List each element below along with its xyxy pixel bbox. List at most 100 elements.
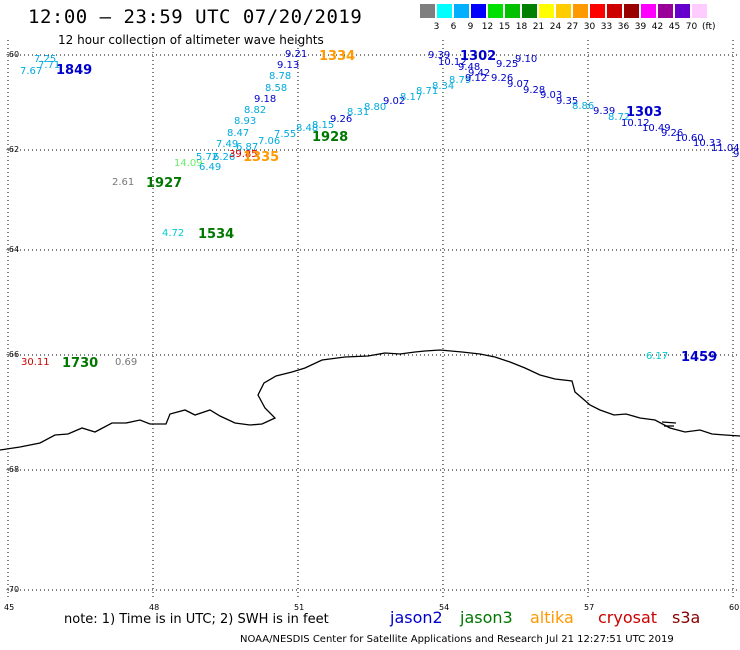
wave-height-value: 5.72 — [196, 152, 219, 163]
scale-label: 6 — [450, 22, 457, 32]
satellite-legend-altika: altika — [530, 608, 574, 627]
wave-height-value: 7.25 — [34, 54, 57, 65]
wave-height-value: 8.72 — [608, 112, 631, 123]
wave-height-value: 8.79 — [449, 75, 472, 86]
footer-note: note: 1) Time is in UTC; 2) SWH is in fe… — [64, 612, 329, 627]
wave-height-value: 8.17 — [400, 92, 423, 103]
wave-height-value: 8.71 — [416, 86, 439, 97]
wave-height-value: 9.26 — [661, 128, 684, 139]
scale-label: 30 — [583, 22, 596, 32]
scale-swatch — [573, 4, 588, 18]
wave-height-value: 0.69 — [115, 357, 138, 368]
latitude-label: -70 — [6, 585, 20, 594]
scale-label: 70 — [685, 22, 698, 32]
wave-height-value: 39.85 — [229, 149, 258, 160]
scale-label: 12 — [481, 22, 494, 32]
pass-time-label: 1927 — [146, 176, 183, 191]
scale-label: 24 — [549, 22, 562, 32]
wave-height-value: 7.71 — [38, 60, 61, 71]
footer-credit: NOAA/NESDIS Center for Satellite Applica… — [240, 634, 674, 645]
scale-swatch — [539, 4, 554, 18]
pass-time-label: 1849 — [56, 63, 93, 78]
pass-time-label: 1334 — [319, 49, 356, 64]
wave-height-value: 9.39 — [593, 106, 616, 117]
satellite-legend-cryosat: cryosat — [598, 608, 658, 627]
wave-height-value: 7.06 — [258, 136, 281, 147]
wave-height-value: 10.33 — [693, 138, 722, 149]
scale-swatch — [692, 4, 707, 18]
wave-height-value: 6.49 — [199, 162, 222, 173]
satellite-legend-jason3: jason3 — [460, 608, 513, 627]
wave-height-value: 9 — [733, 149, 740, 160]
pass-time-label: 1730 — [62, 356, 99, 371]
wave-height-value: 9.07 — [507, 79, 530, 90]
wave-height-value: 9.48 — [458, 62, 481, 73]
wave-height-value: 8.86 — [572, 101, 595, 112]
wave-height-value: 9.25 — [496, 59, 519, 70]
wave-height-value: 8.34 — [432, 81, 455, 92]
wave-height-value: 8.93 — [234, 116, 257, 127]
wave-height-value: 9.39 — [428, 50, 451, 61]
longitude-label: 60 — [729, 603, 740, 612]
scale-label: 39 — [634, 22, 647, 32]
wave-height-value: 8.47 — [227, 128, 250, 139]
wave-height-value: 10.49 — [642, 123, 671, 134]
wave-height-value: 10.12 — [621, 118, 650, 129]
wave-height-value: 10.12 — [438, 57, 467, 68]
scale-swatch — [675, 4, 690, 18]
scale-label: 27 — [566, 22, 579, 32]
pass-time-label: 1534 — [198, 227, 235, 242]
scale-label: 21 — [532, 22, 545, 32]
wave-height-value: 9.02 — [383, 96, 406, 107]
scale-swatch — [641, 4, 656, 18]
latitude-label: -64 — [6, 245, 20, 254]
wave-height-value: 8.82 — [244, 105, 267, 116]
scale-swatch — [624, 4, 639, 18]
scale-swatch — [505, 4, 520, 18]
pass-time-label: 1303 — [626, 105, 663, 120]
wave-height-value: 9.18 — [254, 94, 277, 105]
page-subtitle: 12 hour collection of altimeter wave hei… — [58, 33, 324, 47]
scale-label: 3 — [433, 22, 440, 32]
latitude-label: -66 — [6, 350, 20, 359]
wave-height-value: 2.61 — [112, 177, 135, 188]
scale-swatch — [556, 4, 571, 18]
scale-label: 33 — [600, 22, 613, 32]
scale-swatch — [471, 4, 486, 18]
scale-swatch — [607, 4, 622, 18]
scale-label: 9 — [467, 22, 474, 32]
pass-time-label: 1302 — [460, 49, 497, 64]
scale-swatch — [488, 4, 503, 18]
scale-label: 36 — [617, 22, 630, 32]
wave-height-value: 14.09 — [174, 158, 203, 169]
wave-height-value: 9.42 — [468, 68, 491, 79]
longitude-label: 51 — [294, 603, 305, 612]
pass-time-label: 1928 — [312, 130, 349, 145]
wave-height-value: 4.72 — [162, 228, 185, 239]
scale-label: 18 — [515, 22, 528, 32]
wave-height-value: 9.28 — [523, 85, 546, 96]
wave-height-value: 7.49 — [216, 139, 239, 150]
wave-height-value: 30.11 — [21, 357, 50, 368]
page-title: 12:00 – 23:59 UTC 07/20/2019 — [28, 6, 363, 28]
wave-height-value: 8.78 — [269, 71, 292, 82]
longitude-label: 57 — [584, 603, 595, 612]
wave-height-value: 9.26 — [491, 73, 514, 84]
pass-time-label: 1335 — [243, 150, 280, 165]
longitude-label: 45 — [4, 603, 15, 612]
scale-swatch — [658, 4, 673, 18]
scale-swatch — [454, 4, 469, 18]
wave-height-value: 9.12 — [465, 73, 488, 84]
wave-height-value: 8.15 — [312, 120, 335, 131]
wave-height-value: 9.35 — [556, 96, 579, 107]
longitude-label: 48 — [149, 603, 160, 612]
scale-label: 15 — [498, 22, 511, 32]
scale-swatch — [437, 4, 452, 18]
satellite-legend-jason2: jason2 — [390, 608, 443, 627]
scale-label: 42 — [651, 22, 664, 32]
latitude-label: -68 — [6, 465, 20, 474]
pass-time-label: 1459 — [681, 350, 718, 365]
antarctic-coastline — [0, 349, 740, 451]
scale-unit: (ft) — [702, 22, 716, 32]
